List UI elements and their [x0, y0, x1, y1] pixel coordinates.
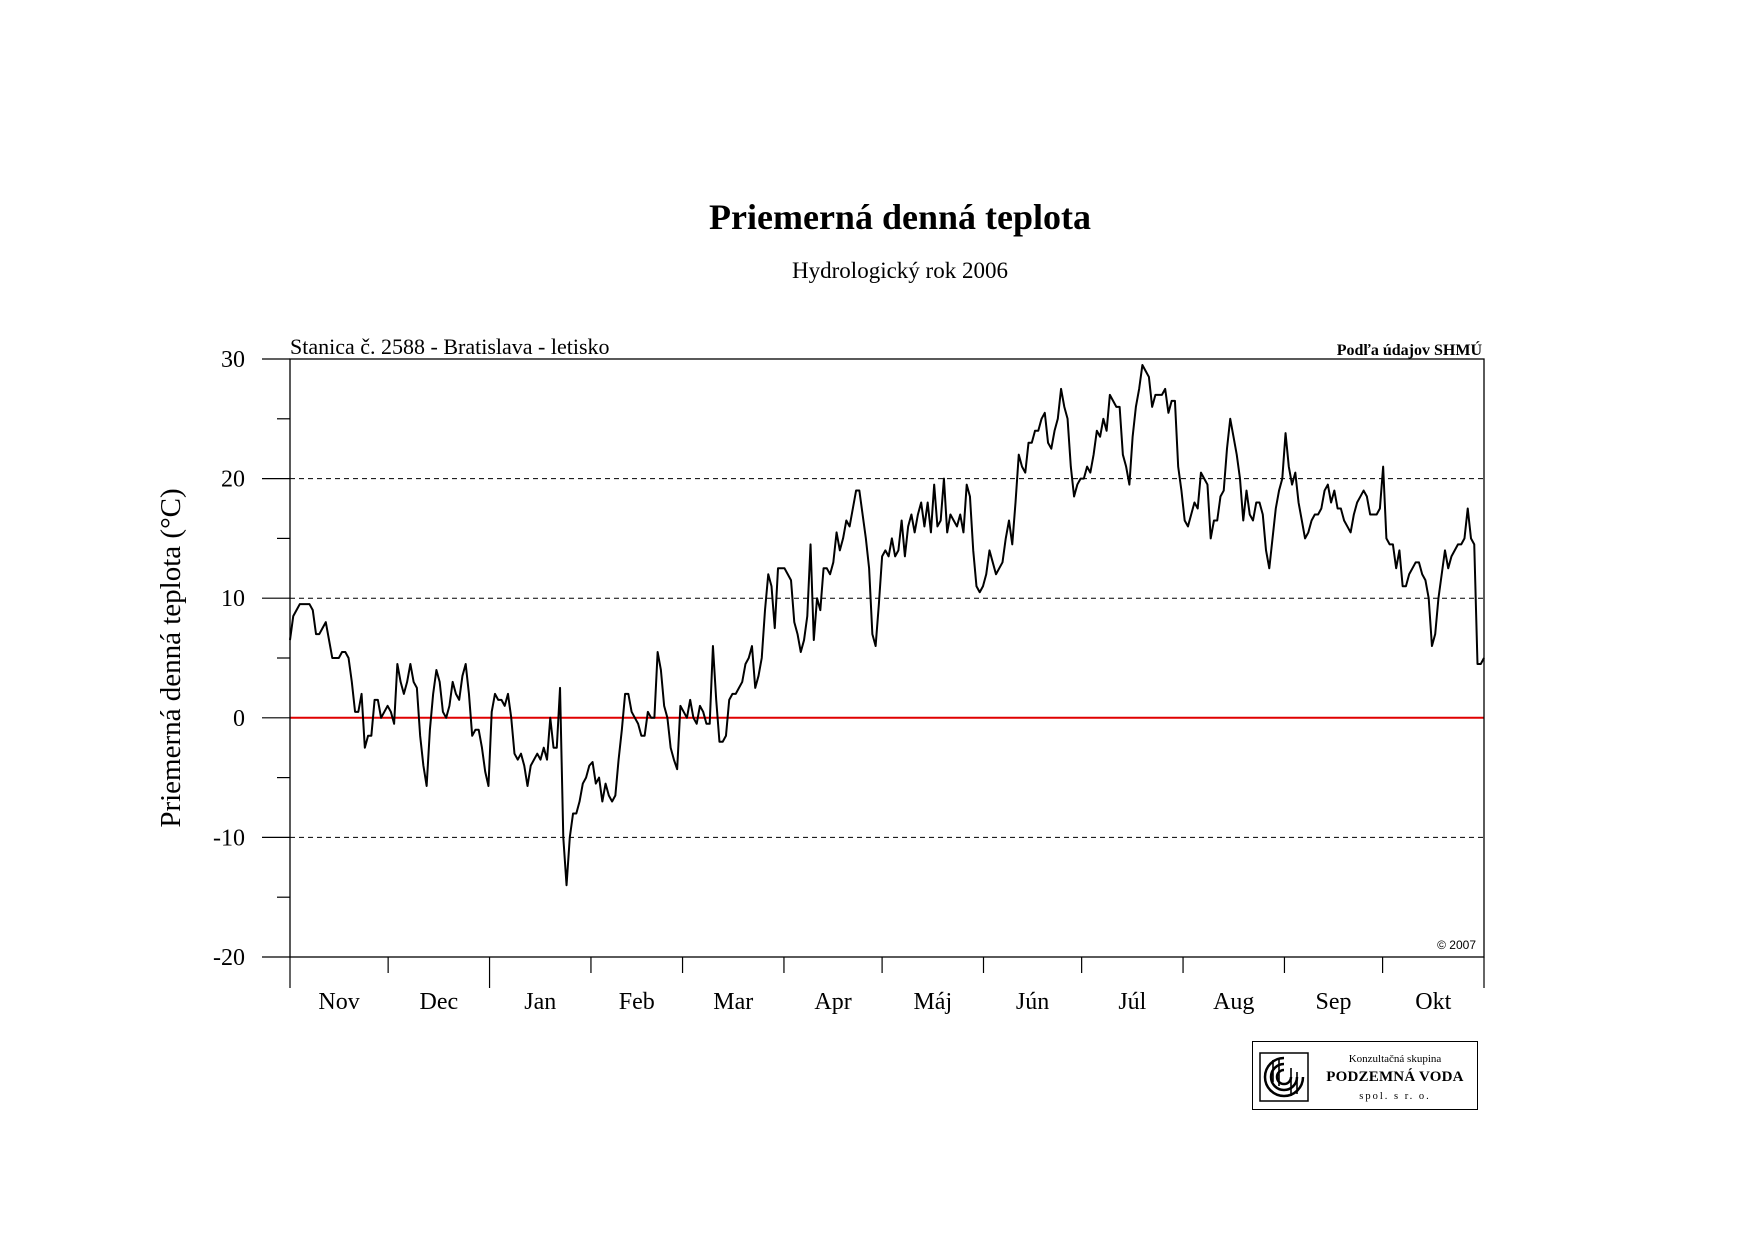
company-logo-icon [1259, 1052, 1309, 1102]
x-tick-label: Okt [1415, 989, 1451, 1015]
source-label: Podľa údajov SHMÚ [1337, 340, 1483, 359]
copyright-label: © 2007 [1437, 938, 1476, 952]
x-axis: Nov Dec Jan Feb Mar Apr Máj Jún Júl Aug Sep Okt [289, 957, 1485, 1015]
x-tick-label: Mar [713, 989, 753, 1015]
x-tick-label: Jan [524, 989, 556, 1015]
x-tick-label: Dec [420, 989, 459, 1015]
logo-line-2: PODZEMNÁ VODA [1326, 1069, 1464, 1085]
logo-line-1: Konzultačná skupina [1348, 1053, 1442, 1065]
y-axis: 30 20 10 0 -10 -20 [213, 347, 290, 971]
x-tick-label: Aug [1213, 989, 1254, 1015]
y-tick-label: -10 [213, 825, 245, 851]
x-tick-label: Máj [913, 989, 952, 1015]
y-axis-title: Priemerná denná teplota (°C) [155, 488, 187, 827]
logo-line-3: spol. s r. o. [1359, 1091, 1431, 1102]
station-label: Stanica č. 2588 - Bratislava - letisko [290, 334, 610, 359]
chart-title: Priemerná denná teplota [709, 197, 1091, 237]
y-tick-label: 30 [221, 347, 245, 373]
x-tick-label: Feb [619, 989, 655, 1015]
company-logo: Konzultačná skupina PODZEMNÁ VODA spol. … [1252, 1041, 1478, 1110]
series-line-temperature [289, 363, 1485, 887]
x-tick-label: Apr [814, 989, 851, 1015]
x-tick-label: Nov [318, 989, 359, 1015]
x-tick-label: Jún [1016, 989, 1049, 1015]
y-tick-label: -20 [213, 945, 245, 971]
plot-frame [289, 358, 1485, 958]
grid-lines [290, 478, 1484, 838]
y-tick-label: 20 [221, 467, 245, 493]
y-tick-label: 0 [233, 706, 245, 732]
x-tick-label: Sep [1316, 989, 1352, 1015]
y-tick-label: 10 [221, 586, 245, 612]
x-tick-label: Júl [1118, 989, 1146, 1015]
chart-subtitle: Hydrologický rok 2006 [792, 258, 1008, 283]
